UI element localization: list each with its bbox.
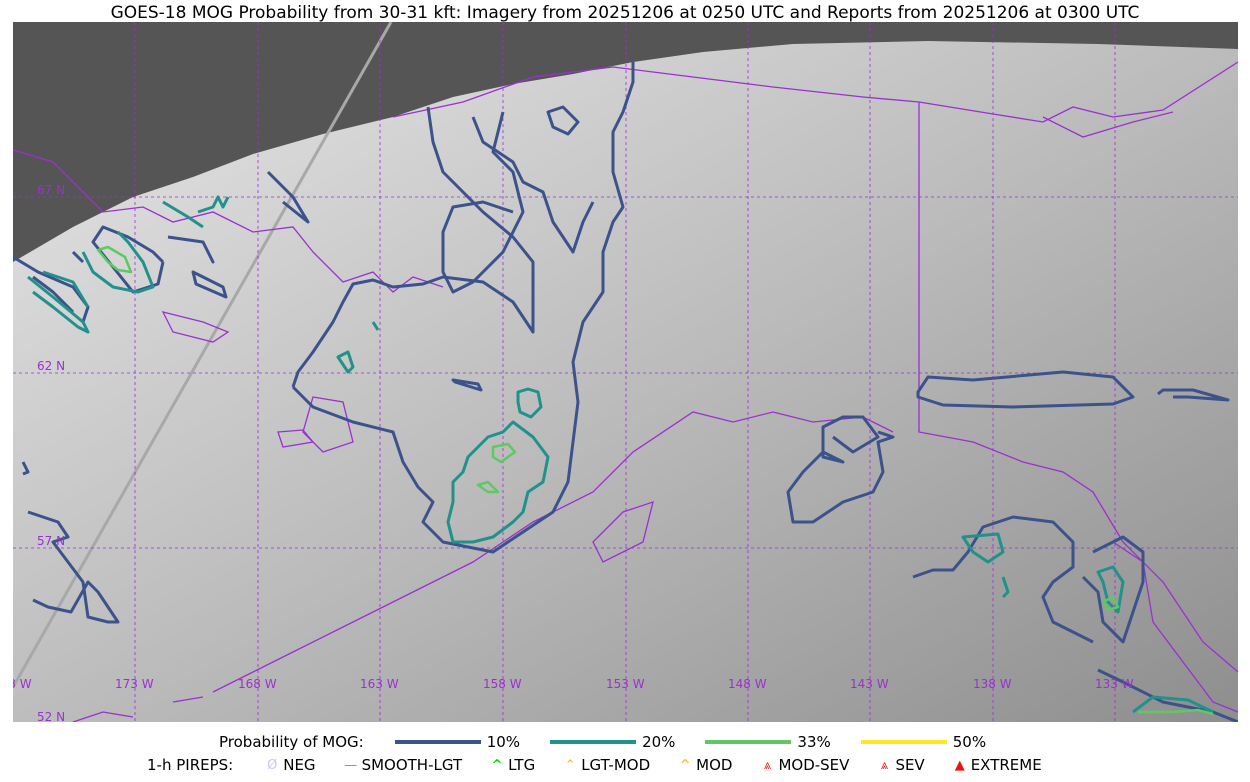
pirep-label-smooth-lgt: SMOOTH-LGT: [361, 756, 463, 774]
legend-swatch-20: [550, 740, 637, 744]
legend-label-20: 20%: [642, 733, 676, 751]
pirep-label-mod: MOD: [696, 756, 733, 774]
lon-label: 173 W: [115, 677, 154, 691]
pirep-label-mod-sev: MOD-SEV: [778, 756, 850, 774]
lon-label: 168 W: [238, 677, 277, 691]
mog-contours-33pct: [96, 245, 1214, 716]
pirep-label-neg: NEG: [283, 756, 316, 774]
legend-label-50: 50%: [952, 733, 987, 751]
satellite-seam: [13, 22, 393, 688]
ltg-icon: ^: [491, 757, 503, 773]
chart-title: GOES-18 MOG Probability from 30-31 kft: …: [110, 3, 1140, 23]
pirep-label-extreme: EXTREME: [970, 756, 1042, 774]
mod-icon: ^: [679, 757, 691, 773]
pirep-label-sev: SEV: [895, 756, 925, 774]
legend-swatch-33: [705, 740, 792, 744]
legend-label-10: 10%: [486, 733, 521, 751]
lat-label: 67 N: [37, 183, 65, 197]
satellite-map: 67 N 62 N 57 N 52 N 178 W 173 W 168 W 16…: [13, 22, 1238, 722]
probability-legend: Probability of MOG: 10% 20% 33% 50%: [0, 733, 1250, 751]
neg-icon: Ø: [267, 757, 278, 773]
lat-label: 57 N: [37, 534, 65, 548]
lgt-mod-icon: ⌃: [564, 757, 576, 773]
lon-label: 178 W: [13, 677, 32, 691]
coastlines: [13, 61, 1238, 722]
no-data-region: [13, 22, 1238, 262]
probability-legend-label: Probability of MOG:: [219, 733, 364, 751]
lon-label: 158 W: [483, 677, 522, 691]
latitude-labels: 67 N 62 N 57 N 52 N: [37, 183, 65, 722]
lon-label: 138 W: [973, 677, 1012, 691]
legend-swatch-10: [394, 740, 481, 744]
pirep-label-ltg: LTG: [508, 756, 536, 774]
sev-icon: ⩓: [880, 757, 889, 773]
pirep-label-lgt-mod: LGT-MOD: [581, 756, 651, 774]
smooth-lgt-icon: —: [344, 757, 358, 773]
lon-label: 148 W: [728, 677, 767, 691]
mog-contours-20pct: [27, 195, 1214, 714]
pireps-legend-label: 1-h PIREPS:: [147, 756, 234, 774]
lon-label: 133 W: [1095, 677, 1134, 691]
pireps-legend: 1-h PIREPS: Ø NEG — SMOOTH-LGT ^ LTG ⌃ L…: [0, 756, 1250, 774]
legend-swatch-50: [860, 740, 947, 744]
lon-label: 143 W: [850, 677, 889, 691]
lon-label: 163 W: [360, 677, 399, 691]
mod-sev-icon: ⩓: [763, 757, 772, 773]
lat-label: 52 N: [37, 710, 65, 722]
mog-contours-10pct: [13, 62, 1238, 722]
lon-label: 153 W: [606, 677, 645, 691]
extreme-icon: ▲: [954, 757, 965, 773]
longitude-labels: 178 W 173 W 168 W 163 W 158 W 153 W 148 …: [13, 677, 1134, 691]
lat-label: 62 N: [37, 359, 65, 373]
legend-label-33: 33%: [797, 733, 831, 751]
